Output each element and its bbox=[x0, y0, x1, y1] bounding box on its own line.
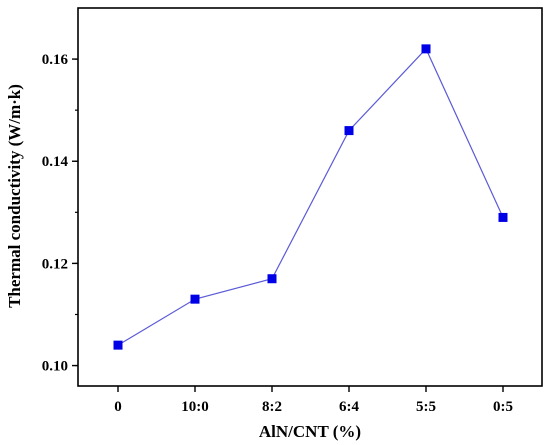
data-point-marker bbox=[421, 44, 431, 54]
y-axis-title: Thermal conductivity (W/m·k) bbox=[5, 84, 24, 308]
x-tick-label: 5:5 bbox=[416, 399, 436, 415]
x-tick-label: 0 bbox=[114, 399, 122, 415]
x-tick-label: 0:5 bbox=[493, 399, 513, 415]
data-point-marker bbox=[344, 126, 354, 136]
series-group bbox=[113, 44, 508, 350]
y-tick-label: 0.14 bbox=[42, 154, 69, 170]
y-ticks: 0.10 0.12 0.14 0.16 bbox=[42, 52, 78, 375]
data-point-marker bbox=[498, 212, 508, 222]
data-point-marker bbox=[267, 274, 277, 284]
x-ticks: 0 10:0 8:2 6:4 5:5 0:5 bbox=[114, 386, 513, 415]
y-tick-label: 0.10 bbox=[42, 359, 68, 375]
plot-frame bbox=[77, 7, 543, 387]
series-line bbox=[117, 47, 504, 346]
x-tick-label: 6:4 bbox=[339, 399, 359, 415]
data-point-marker bbox=[190, 294, 200, 304]
x-tick-label: 10:0 bbox=[181, 399, 209, 415]
y-tick-label: 0.16 bbox=[42, 52, 69, 68]
x-axis-title: AlN/CNT (%) bbox=[259, 422, 361, 441]
data-point-marker bbox=[113, 340, 123, 350]
x-tick-label: 8:2 bbox=[262, 399, 282, 415]
y-tick-label: 0.12 bbox=[42, 256, 68, 272]
